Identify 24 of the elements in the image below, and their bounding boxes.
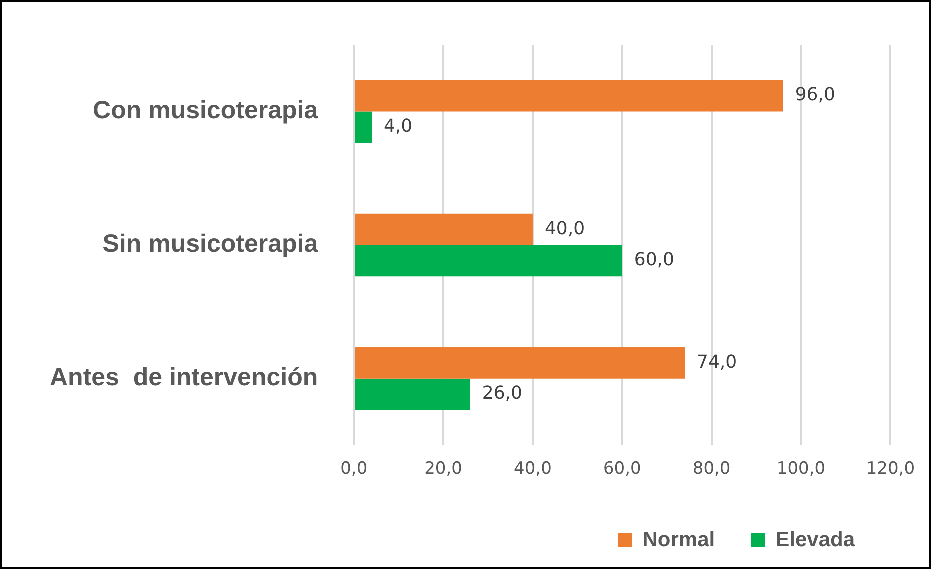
data-label: 74,0 (696, 352, 738, 373)
y-tick-label: Sin musicoterapia (102, 230, 320, 258)
x-tick-label: 60,0 (603, 459, 642, 480)
y-tick-label: Antes de intervención (50, 364, 318, 392)
x-tick-label: 120,0 (866, 459, 915, 480)
legend-label: Normal (642, 528, 716, 552)
bar (355, 80, 784, 112)
legend-label: Elevada (776, 528, 856, 552)
bar (355, 214, 533, 246)
bar (355, 245, 622, 277)
y-tick-label: Con musicoterapia (93, 96, 320, 125)
x-tick-label: 0,0 (340, 459, 368, 480)
x-tick-label: 20,0 (424, 459, 462, 480)
x-tick-label: 80,0 (692, 459, 731, 480)
bar (355, 112, 372, 144)
x-tick-label: 40,0 (514, 459, 552, 480)
bar (355, 347, 685, 379)
data-label: 40,0 (544, 218, 586, 240)
data-label: 60,0 (634, 250, 674, 271)
bar (355, 378, 470, 410)
data-label: 96,0 (795, 84, 836, 106)
data-label: 4,0 (384, 116, 413, 138)
data-label: 26,0 (482, 383, 522, 404)
x-tick-label: 100,0 (776, 459, 826, 480)
